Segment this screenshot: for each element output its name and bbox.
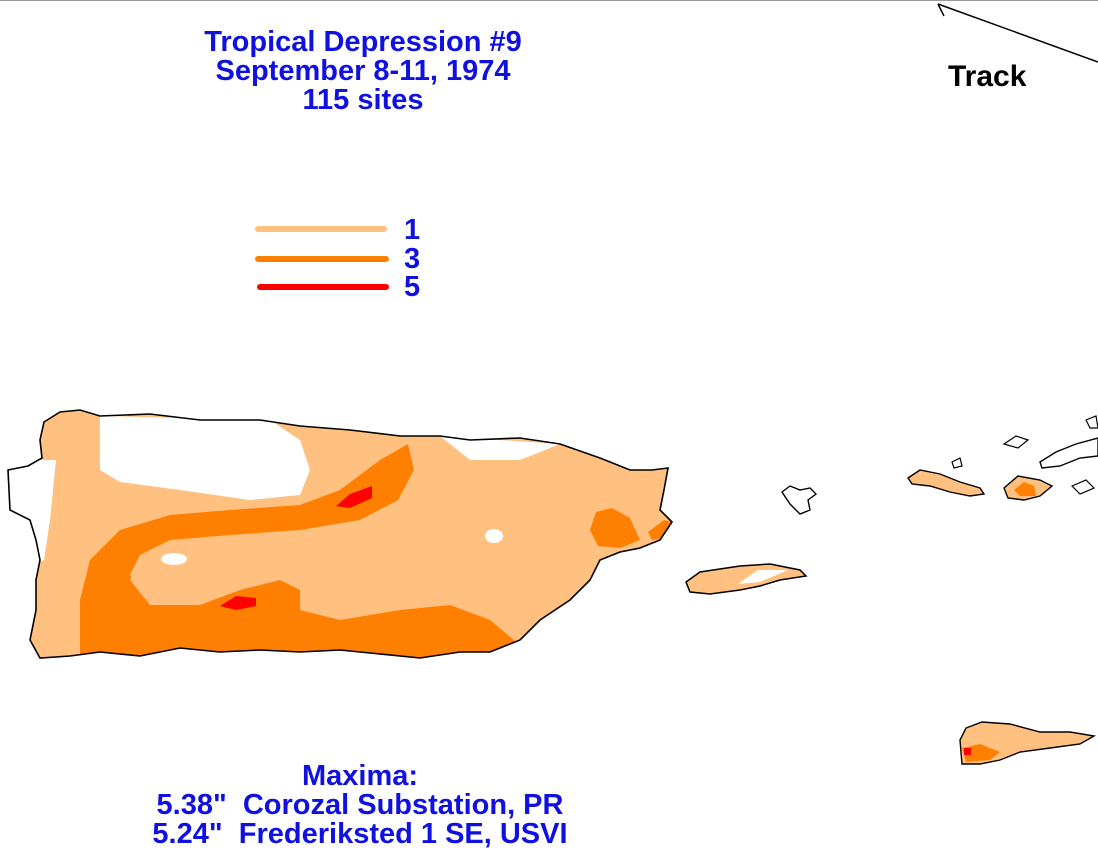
legend-label-5: 5 [404,271,421,303]
top-border [0,0,1098,1]
map-title: Tropical Depression #9 September 8-11, 1… [140,28,586,115]
islet-1 [951,457,963,469]
legend-label-3: 3 [404,243,421,275]
title-sites: 115 sites [302,84,424,116]
title-dates: September 8-11, 1974 [215,55,511,87]
vieques-white-area [738,570,788,584]
legend-label-1: 1 [404,214,421,246]
track-label: Track [948,60,1027,93]
pr-rainfall-fill [8,410,672,658]
st-john-orange [1014,482,1036,496]
islet-2 [1002,435,1030,449]
maxima-heading: Maxima: [301,760,419,792]
maxima-amount: 5.38" [156,789,227,821]
title-storm-name: Tropical Depression #9 [204,26,522,58]
pr-coastline [7,409,674,659]
maxima-block: Maxima: 5.38" Corozal Substation, PR 5.2… [100,762,620,849]
st-thomas-island [907,469,986,497]
islet-4 [1085,415,1098,429]
culebra-island [781,485,818,515]
maxima-amount: 5.24" [152,818,223,850]
storm-track-line [937,3,1098,63]
st-croix-orange [962,744,1000,762]
st-croix-red [964,748,971,755]
islet-3 [1070,479,1096,495]
maxima-location: Frederiksted 1 SE, USVI [238,818,568,850]
maxima-entry: 5.24" Frederiksted 1 SE, USVI [100,820,620,849]
maxima-location: Corozal Substation, PR [242,789,564,821]
maxima-entry: 5.38" Corozal Substation, PR [100,791,620,820]
tortola-island [1039,437,1098,469]
storm-track-tick [937,3,945,17]
